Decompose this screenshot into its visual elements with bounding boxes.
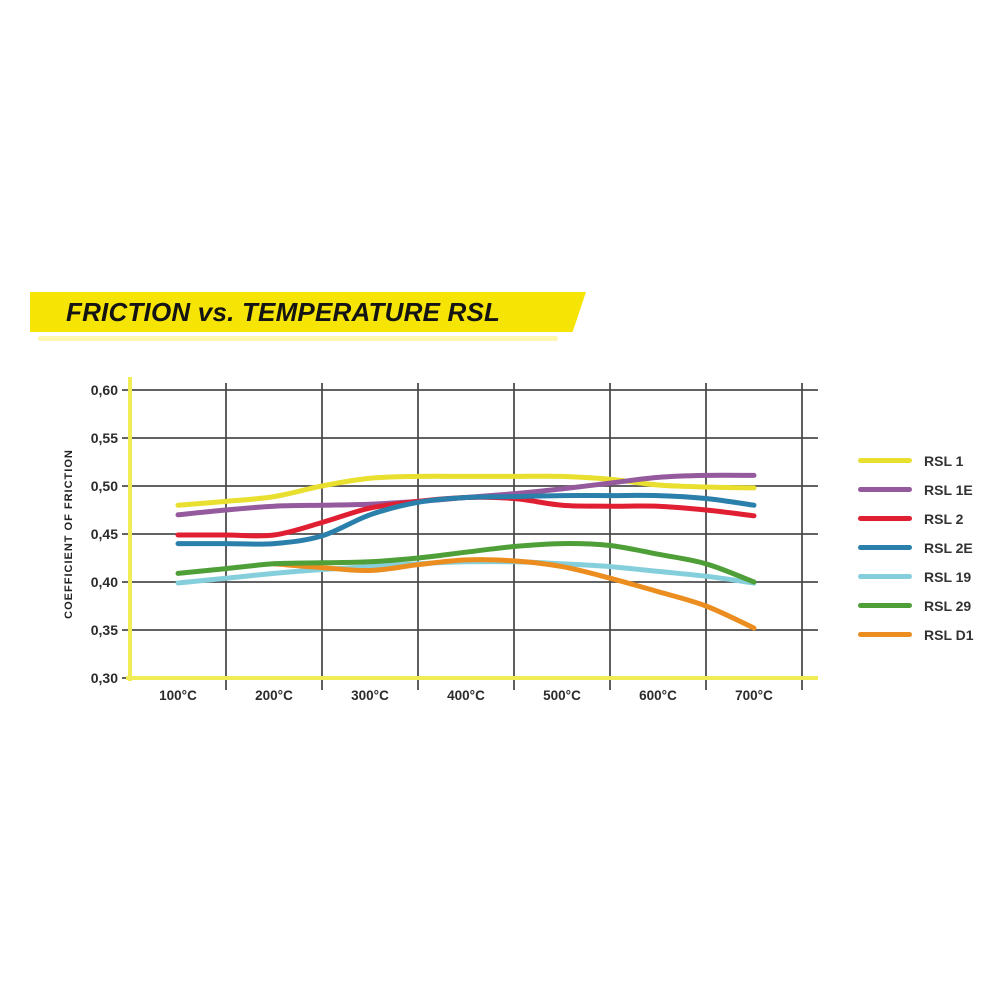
legend-label: RSL 2E <box>924 539 973 556</box>
x-tick-label: 500°C <box>543 688 581 703</box>
x-tick-label: 300°C <box>351 688 389 703</box>
banner-echo <box>38 336 558 341</box>
y-axis-title: COEFFICIENT OF FRICTION <box>63 449 75 619</box>
chart-legend: RSL 1 RSL 1E RSL 2 RSL 2E RSL 19 RSL 29 RSL D1 <box>858 446 974 649</box>
legend-label: RSL 2 <box>924 510 964 527</box>
legend-swatch-rsl-1 <box>858 458 912 463</box>
legend-label: RSL 1E <box>924 481 973 498</box>
legend-swatch-rsl-29 <box>858 603 912 608</box>
legend-item: RSL 1E <box>858 475 974 504</box>
y-tick-label: 0,40 <box>91 574 118 590</box>
series-line-rsl-2e <box>175 492 757 547</box>
series-line-rsl-d1 <box>271 557 757 631</box>
x-tick-label: 600°C <box>639 688 677 703</box>
title-banner: FRICTION vs. TEMPERATURE RSL <box>30 292 586 332</box>
y-tick-label: 0,35 <box>91 622 118 638</box>
y-tick-label: 0,30 <box>91 670 118 686</box>
x-tick-label: 100°C <box>159 688 197 703</box>
series-line-rsl-29 <box>175 541 757 585</box>
x-tick-label: 400°C <box>447 688 485 703</box>
legend-item: RSL 2 <box>858 504 974 533</box>
x-tick-label: 700°C <box>735 688 773 703</box>
series-line-rsl-2 <box>175 494 757 539</box>
legend-label: RSL 29 <box>924 597 972 614</box>
legend-swatch-rsl-d1 <box>858 632 912 637</box>
legend-label: RSL 19 <box>924 568 972 585</box>
series-line-rsl-1 <box>175 473 757 508</box>
y-tick-label: 0,50 <box>91 478 118 494</box>
legend-item: RSL 19 <box>858 562 974 591</box>
legend-item: RSL 29 <box>858 591 974 620</box>
legend-swatch-rsl-2e <box>858 545 912 550</box>
legend-swatch-rsl-1e <box>858 487 912 492</box>
legend-swatch-rsl-19 <box>858 574 912 579</box>
legend-item: RSL 2E <box>858 533 974 562</box>
y-tick-label: 0,45 <box>91 526 118 542</box>
y-tick-label: 0,55 <box>91 430 118 446</box>
legend-swatch-rsl-2 <box>858 516 912 521</box>
legend-item: RSL 1 <box>858 446 974 475</box>
y-tick-label: 0,60 <box>91 382 118 398</box>
legend-label: RSL 1 <box>924 452 964 469</box>
legend-label: RSL D1 <box>924 626 974 643</box>
legend-item: RSL D1 <box>858 620 974 649</box>
x-tick-label: 200°C <box>255 688 293 703</box>
page-title: FRICTION vs. TEMPERATURE RSL <box>66 296 501 327</box>
